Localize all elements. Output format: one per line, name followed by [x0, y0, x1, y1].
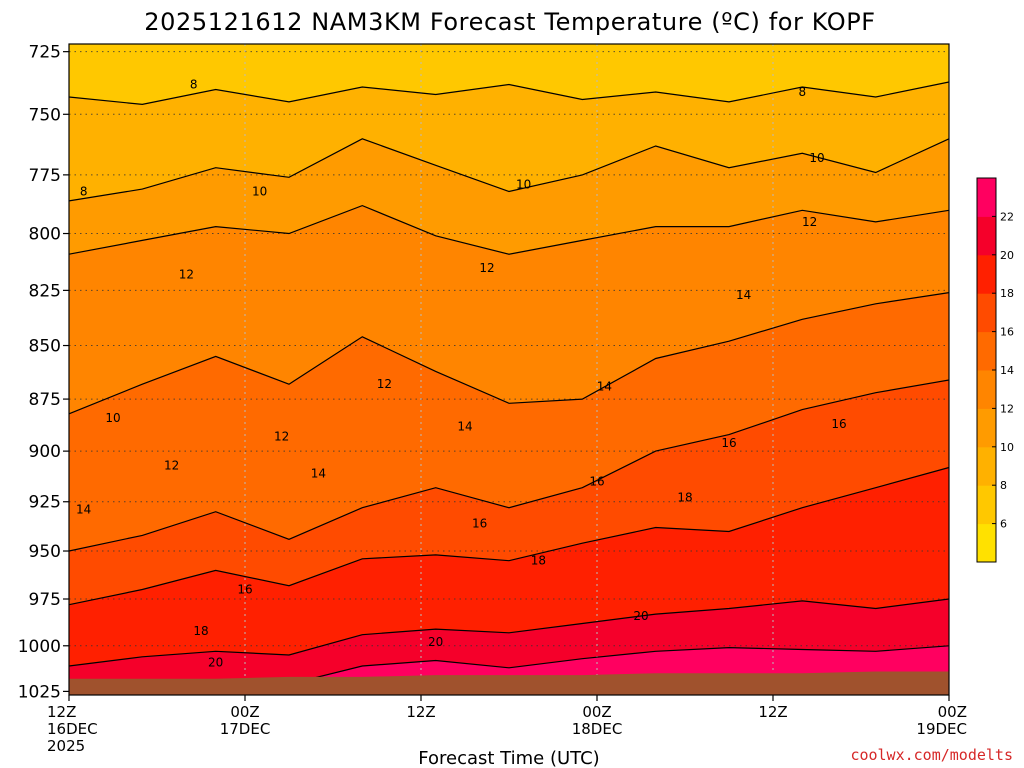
isotherm-label-14: 14: [597, 379, 612, 393]
isotherm-label-16: 16: [472, 517, 487, 531]
colorbar-swatch-8: [977, 446, 996, 486]
isotherm-label-12: 12: [377, 377, 392, 391]
isotherm-label-10: 10: [809, 151, 824, 165]
y-tick-label-825: 825: [29, 281, 61, 301]
colorbar-swatch-10: [977, 408, 996, 448]
isotherm-18: [68, 466, 950, 606]
isotherm-labels: 8 8 8 10 10 10 10 12 12 12 12 12 12 14 14 14 14 14 16 16 16 1…: [76, 77, 847, 669]
isotherm-label-8: 8: [190, 77, 198, 91]
isotherm-label-10: 10: [516, 177, 531, 191]
colorbar-label-12: 12: [1000, 402, 1014, 415]
isotherm-label-12: 12: [164, 458, 179, 472]
x-tick-label-24-1: 12Z: [406, 703, 435, 721]
colorbar-swatch-18: [977, 254, 996, 294]
isotherm-lines: [68, 81, 950, 691]
colorbar-label-22: 22: [1000, 210, 1014, 223]
colorbar-label-16: 16: [1000, 326, 1014, 339]
credit-text: coolwx.com/modelts: [850, 746, 1013, 764]
isotherm-label-18: 18: [531, 554, 546, 568]
x-tick-label-0-1: 12Z: [47, 703, 76, 721]
isotherm-label-18: 18: [193, 624, 208, 638]
isotherm-label-14: 14: [311, 467, 326, 481]
ground-fill: [69, 671, 949, 695]
chart-title: 2025121612 NAM3KM Forecast Temperature (…: [144, 8, 875, 36]
grid-lines: [68, 44, 950, 695]
colorbar-swatch-12: [977, 370, 996, 409]
isotherm-label-12: 12: [802, 215, 817, 229]
isotherm-label-8: 8: [799, 85, 807, 99]
isotherm-label-20: 20: [208, 655, 223, 669]
x-tick-label-60-2: 19DEC: [916, 720, 967, 738]
colorbar-swatch-4: [977, 523, 996, 563]
isotherm-10: [68, 138, 950, 202]
y-tick-label-875: 875: [29, 390, 61, 410]
y-tick-label-950: 950: [29, 542, 61, 562]
isotherm-20: [68, 598, 950, 667]
colorbar-label-6: 6: [1000, 518, 1007, 531]
y-tick-label-775: 775: [29, 166, 61, 186]
y-tick-label-900: 900: [29, 442, 61, 462]
isotherm-label-12: 12: [179, 268, 194, 282]
isotherm-label-16: 16: [721, 436, 736, 450]
isotherm-label-10: 10: [252, 184, 267, 198]
isotherm-label-16: 16: [589, 475, 604, 489]
isotherm-label-18: 18: [677, 491, 692, 505]
colorbar-swatch-14: [977, 331, 996, 371]
colorbar-swatch-20: [977, 216, 996, 256]
x-axis-title: Forecast Time (UTC): [418, 748, 599, 768]
y-tick-label-725: 725: [29, 43, 61, 63]
colorbar-label-20: 20: [1000, 249, 1014, 262]
ground-layer: [69, 671, 949, 695]
colorbar-legend: 6 8 10 12 14 16 18 20 22: [976, 177, 1014, 563]
isotherm-label-14: 14: [76, 503, 91, 517]
isotherm-label-10: 10: [105, 411, 120, 425]
colorbar-label-10: 10: [1000, 441, 1014, 454]
y-tick-label-850: 850: [29, 337, 61, 357]
isotherm-label-12: 12: [274, 430, 289, 444]
isotherm-label-8: 8: [80, 184, 88, 198]
y-tick-label-1025: 1025: [18, 682, 61, 702]
x-tick-label-12-1: 00Z: [230, 703, 259, 721]
isotherm-14: [68, 292, 950, 415]
colorbar-label-18: 18: [1000, 287, 1014, 300]
y-tick-label-975: 975: [29, 590, 61, 610]
x-tick-label-0-2: 16DEC: [47, 720, 98, 738]
isotherm-12: [68, 204, 950, 255]
isotherm-8: [68, 81, 950, 106]
x-tick-label-36-2: 18DEC: [572, 720, 623, 738]
x-tick-label-36-1: 00Z: [582, 703, 611, 721]
x-tick-label-60-1: 00Z: [938, 703, 967, 721]
isotherm-label-16: 16: [237, 583, 252, 597]
isotherm-label-12: 12: [479, 261, 494, 275]
colorbar-swatch-16: [977, 293, 996, 333]
colorbar-label-14: 14: [1000, 364, 1014, 377]
y-tick-label-750: 750: [29, 105, 61, 125]
y-tick-label-1000: 1000: [18, 637, 61, 657]
colorbar-swatch-22: [977, 178, 996, 217]
isotherm-label-14: 14: [736, 288, 751, 302]
y-tick-label-925: 925: [29, 493, 61, 513]
isotherm-label-20: 20: [633, 609, 648, 623]
isotherm-16: [68, 379, 950, 552]
isotherm-label-16: 16: [831, 417, 846, 431]
plot-frame: [68, 43, 950, 696]
y-axis: 725 750 775 800 825 850 875 900 925 950 975 1000 102…: [18, 43, 69, 702]
colorbar-label-8: 8: [1000, 479, 1007, 492]
x-tick-label-0-3: 2025: [47, 737, 85, 755]
y-tick-label-800: 800: [29, 225, 61, 245]
colorbar-swatch-6: [977, 485, 996, 525]
temperature-fill-layer: [69, 44, 949, 696]
x-tick-label-12-2: 17DEC: [220, 720, 271, 738]
x-tick-label-48-1: 12Z: [758, 703, 787, 721]
isotherm-label-14: 14: [457, 419, 472, 433]
isotherm-label-20: 20: [428, 635, 443, 649]
